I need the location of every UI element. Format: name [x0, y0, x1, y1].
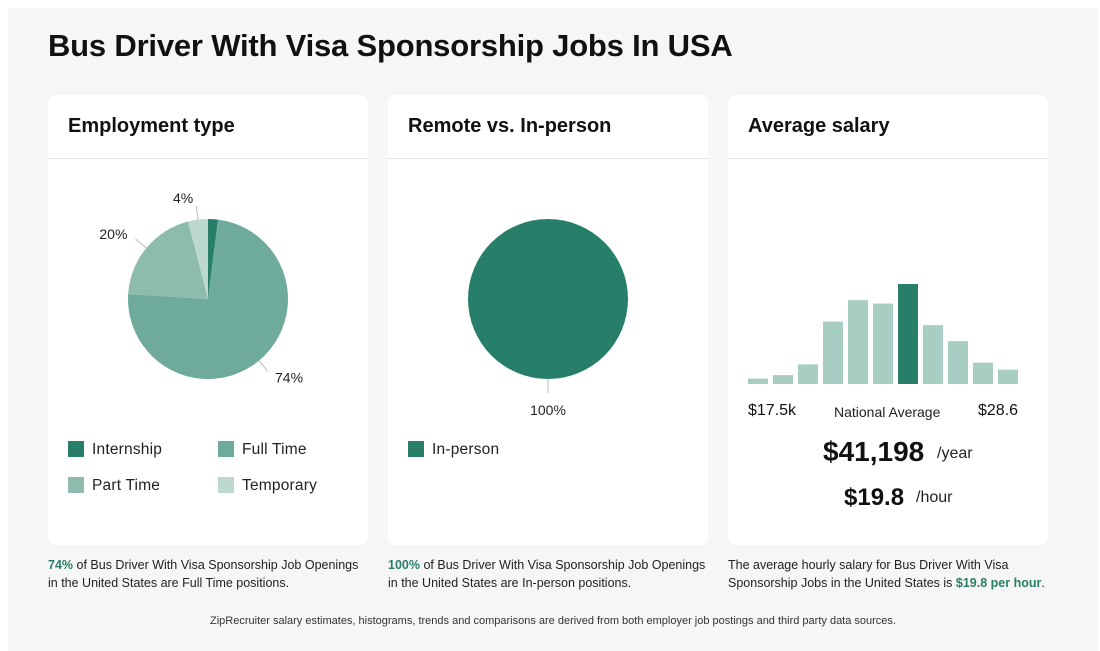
in-person-swatch	[408, 441, 424, 457]
salary-caption-value: $19.8 per hour	[955, 576, 1042, 590]
employment-type-heading: Employment type	[48, 95, 368, 159]
histogram-bar	[748, 378, 768, 384]
legend-item-temporary: Temporary	[218, 477, 317, 495]
remote-caption-text: of Bus Driver With Visa Sponsorship Job …	[388, 558, 706, 590]
histogram-bar	[973, 362, 993, 384]
legend-item-internship: Internship	[68, 441, 162, 459]
full-time-swatch	[218, 441, 234, 457]
employment-caption: 74% of Bus Driver With Visa Sponsorship …	[48, 556, 368, 592]
remote-vs-in-person-pie-chart: 100%	[468, 219, 628, 418]
legend-item-full-time: Full Time	[218, 441, 307, 459]
legend-item-in-person: In-person	[408, 441, 499, 459]
pie-slice-part-time	[128, 221, 208, 299]
salary-histogram	[748, 284, 1018, 384]
histogram-bar-national-average	[898, 284, 918, 384]
employment-caption-text: of Bus Driver With Visa Sponsorship Job …	[48, 558, 359, 590]
histogram-bar	[998, 369, 1018, 384]
pie-slice-in-person	[468, 219, 628, 379]
average-salary-card: Average salary $17.5k National Average $…	[728, 95, 1048, 545]
pie-data-label-temporary: 4%	[173, 190, 193, 206]
pie-slice-temporary	[188, 219, 208, 299]
temporary-swatch	[218, 477, 234, 493]
salary-caption-text: The average hourly salary for Bus Driver…	[728, 558, 1009, 590]
legend-label: Full Time	[242, 441, 307, 458]
pie-leader-line-temporary	[195, 205, 199, 220]
part-time-swatch	[68, 477, 84, 493]
histogram-bar	[823, 321, 843, 384]
hourly-salary-value: $19.8	[844, 484, 905, 511]
histogram-bar	[873, 303, 893, 384]
pie-data-label-part-time: 20%	[99, 226, 127, 242]
histogram-bar	[948, 341, 968, 384]
remote-caption-percent: 100%	[388, 558, 420, 572]
remote-vs-in-person-card: Remote vs. In-person 100% In-person	[388, 95, 708, 545]
employment-type-pie-chart: 74% 20% 4%	[99, 190, 303, 386]
pie-leader-line-part-time	[135, 238, 147, 249]
remote-vs-in-person-heading: Remote vs. In-person	[388, 95, 708, 159]
pie-data-label-full-time: 74%	[275, 370, 303, 386]
legend-label: In-person	[432, 441, 500, 458]
annual-salary-value: $41,198	[823, 436, 925, 467]
pie-slice-internship	[208, 219, 219, 299]
employment-caption-percent: 74%	[48, 558, 74, 572]
hourly-salary-unit: /hour	[916, 489, 953, 506]
employment-type-card: Employment type 74% 20% 4% Internship Full…	[48, 95, 368, 545]
page-title: Bus Driver With Visa Sponsorship Jobs In…	[48, 28, 733, 63]
salary-caption-end: .	[1041, 576, 1045, 590]
salary-max-label: $28.6	[978, 402, 1019, 419]
remote-caption: 100% of Bus Driver With Visa Sponsorship…	[388, 556, 708, 592]
legend-item-part-time: Part Time	[68, 477, 160, 495]
average-salary-heading: Average salary	[728, 95, 1048, 159]
pie-leader-line-full-time	[258, 360, 269, 372]
pie-slice-full-time	[128, 219, 289, 379]
histogram-bar	[923, 325, 943, 384]
histogram-bar	[773, 375, 793, 384]
salary-min-label: $17.5k	[748, 402, 797, 419]
internship-swatch	[68, 441, 84, 457]
histogram-bar	[798, 364, 818, 384]
national-average-label: National Average	[834, 404, 941, 420]
legend-label: Internship	[92, 441, 163, 458]
histogram-bar	[848, 300, 868, 384]
annual-salary-unit: /year	[937, 445, 973, 462]
pie-data-label-in-person: 100%	[530, 402, 566, 418]
data-source-footer: ZipRecruiter salary estimates, histogram…	[210, 615, 896, 627]
legend-label: Part Time	[92, 477, 161, 494]
legend-label: Temporary	[242, 477, 318, 494]
salary-caption: The average hourly salary for Bus Driver…	[728, 556, 1048, 592]
